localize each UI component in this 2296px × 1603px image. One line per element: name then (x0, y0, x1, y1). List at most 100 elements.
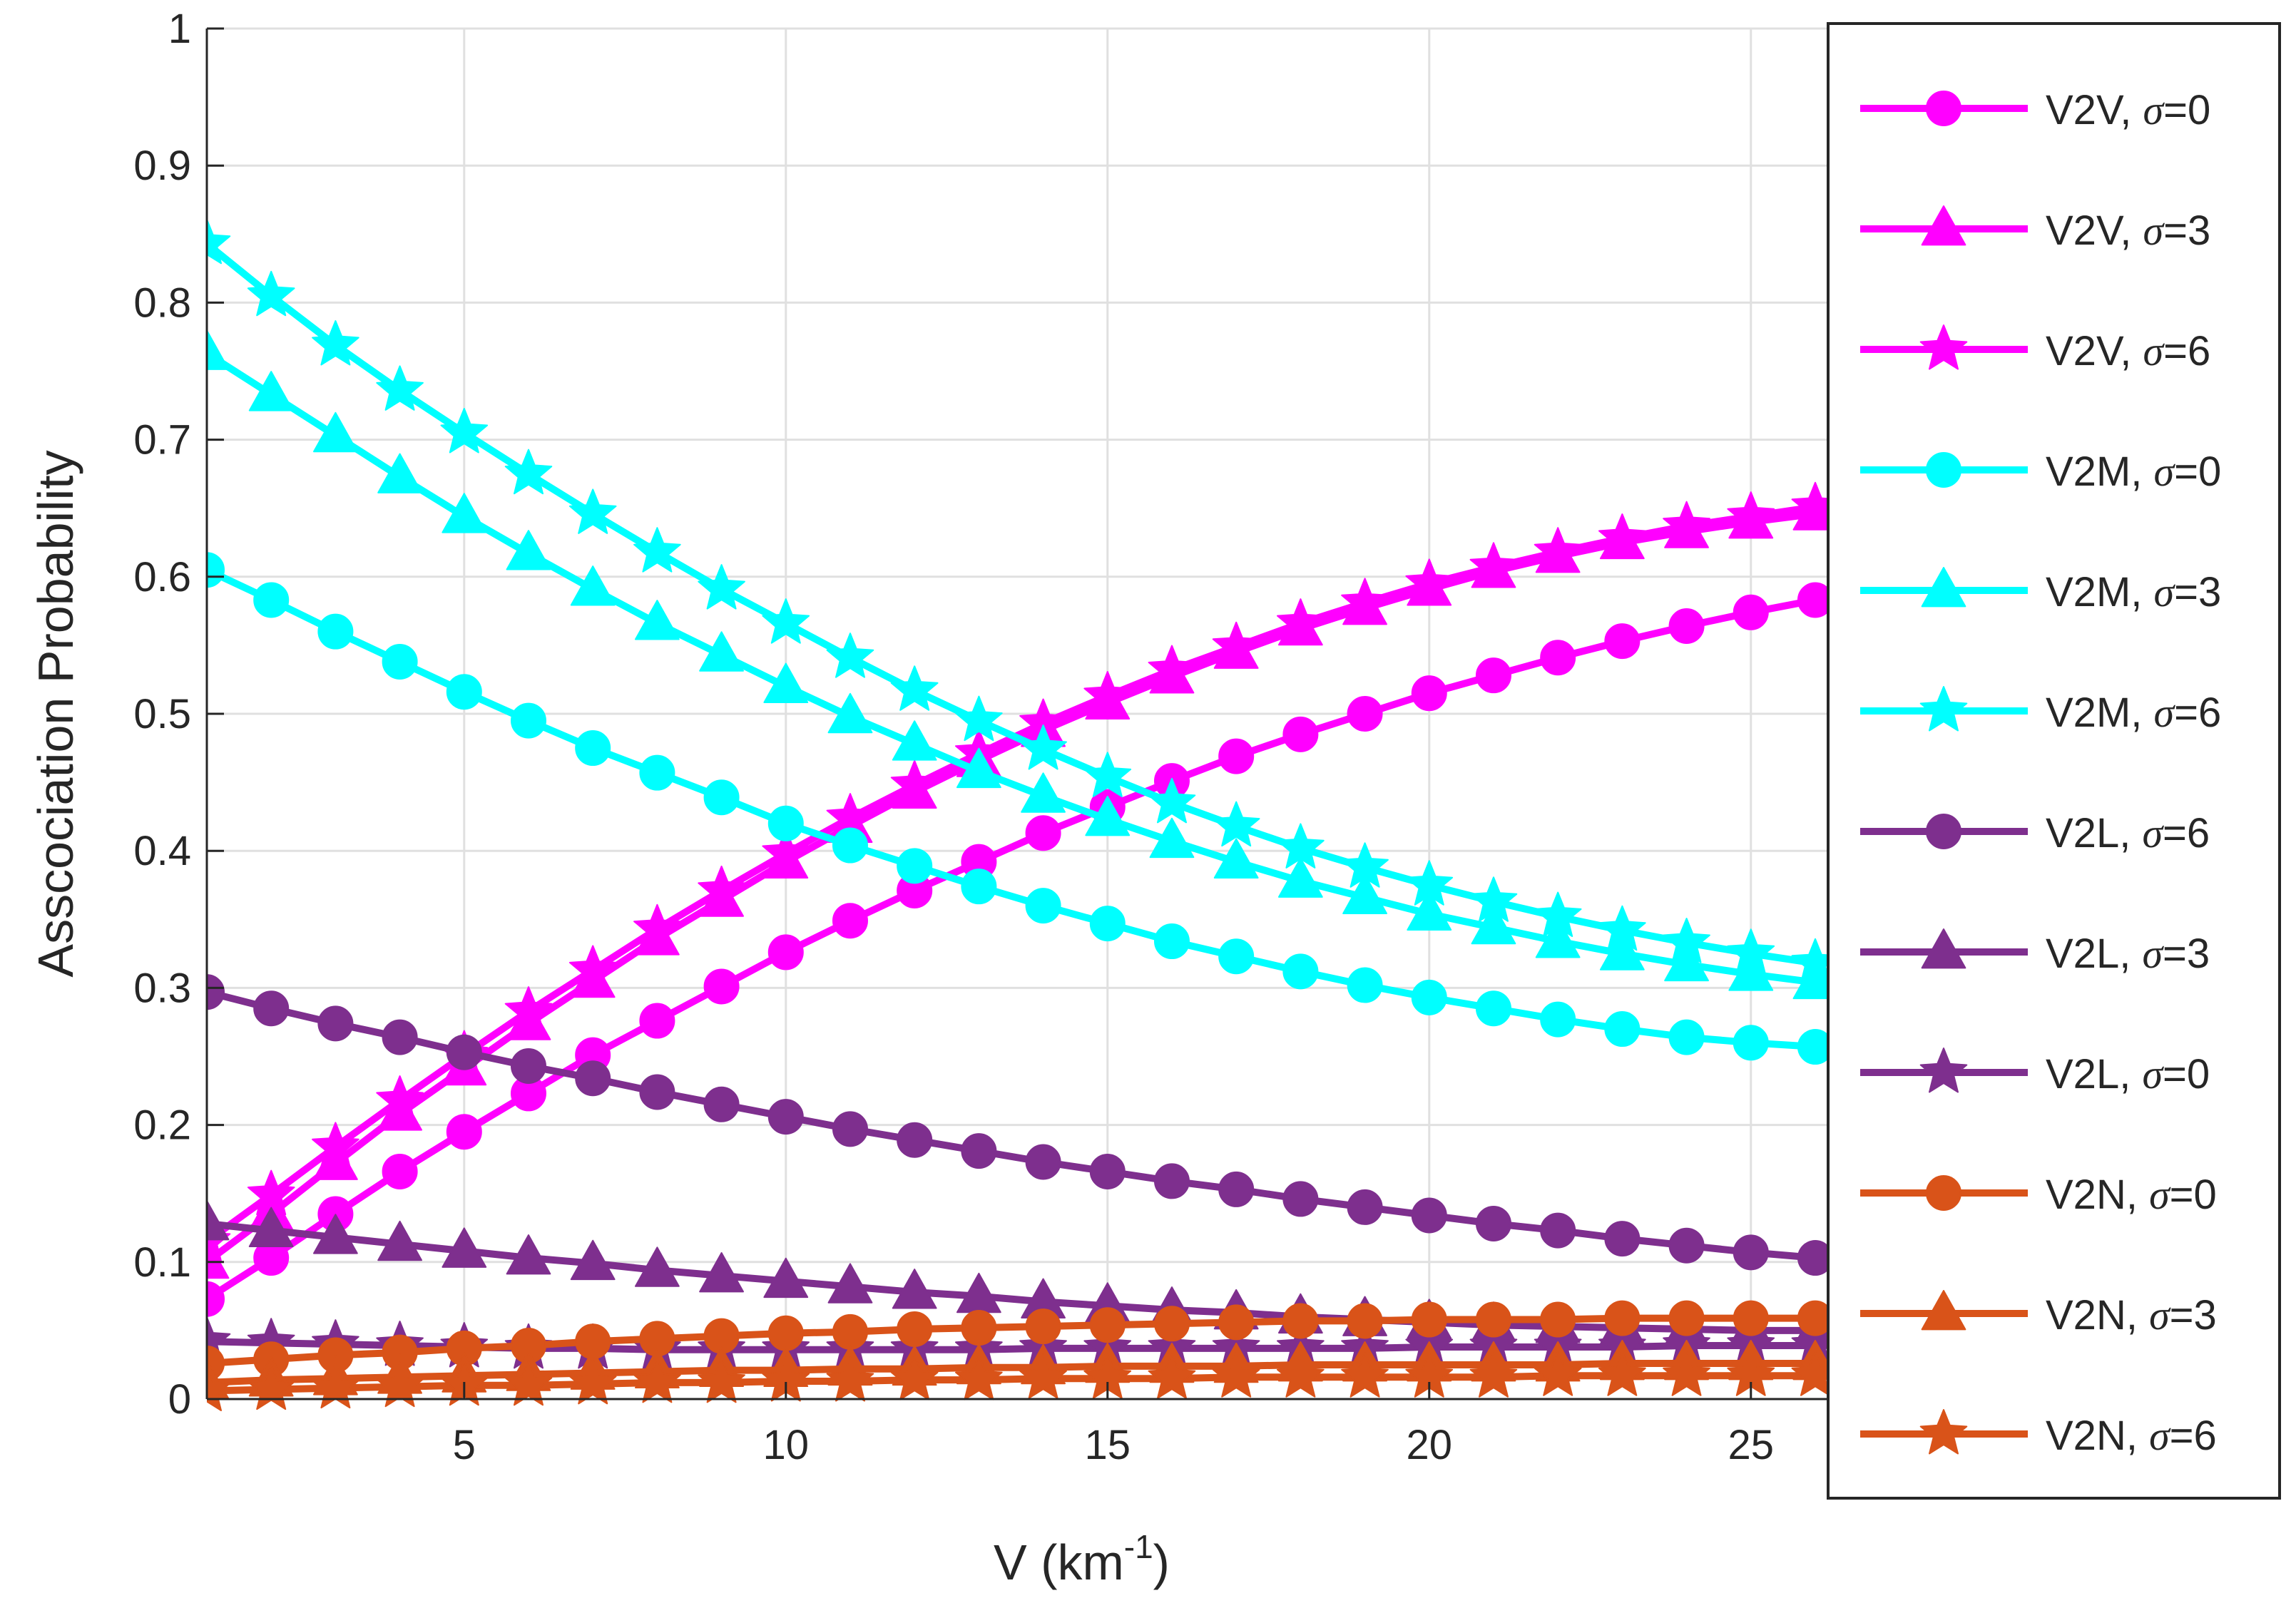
data-point (897, 1122, 933, 1158)
data-point (961, 1133, 997, 1169)
data-point (1282, 953, 1319, 990)
data-point (1277, 823, 1325, 869)
legend-marker-triangle (1921, 567, 1966, 608)
data-point (1411, 1197, 1447, 1234)
data-point (826, 1356, 874, 1402)
legend-label-sigma: σ (2143, 87, 2165, 133)
legend-label: V2L, σ=0 (2046, 1051, 2210, 1097)
y-axis-label: Asscociation Probability (28, 450, 83, 977)
legend-label: V2L, σ=3 (2046, 931, 2210, 977)
data-point (1471, 903, 1516, 945)
data-point (1218, 938, 1255, 975)
data-point (506, 530, 551, 570)
data-point (1534, 891, 1582, 937)
series-v2v-sigma-6 (207, 481, 1828, 1262)
legend-label-sigma: σ (2143, 328, 2165, 374)
legend-label: V2L, σ=6 (2046, 810, 2210, 856)
data-point (312, 1122, 359, 1167)
data-point (1668, 608, 1705, 644)
data-point (510, 702, 546, 739)
data-point (633, 903, 681, 950)
legend-label-value: =3 (2170, 1292, 2217, 1338)
legend-item: V2N, σ=3 (1860, 1290, 2217, 1338)
legend-item: V2V, σ=0 (1860, 87, 2210, 133)
series-line (207, 350, 1816, 986)
data-point (1668, 1300, 1705, 1336)
data-point (1089, 1307, 1126, 1343)
data-point (446, 674, 482, 710)
data-point (253, 990, 290, 1027)
data-point (312, 320, 359, 366)
data-point (1598, 1351, 1646, 1396)
y-tick-label: 1 (168, 6, 191, 52)
data-point (1212, 621, 1260, 667)
data-point (1021, 772, 1066, 813)
data-point (703, 968, 740, 1005)
y-tick-label: 0.7 (133, 417, 191, 464)
legend-label-sigma: σ (2149, 1172, 2171, 1218)
data-point (1535, 918, 1581, 958)
data-point (568, 488, 617, 534)
data-point (1540, 640, 1576, 676)
data-point (634, 600, 680, 640)
data-point (1604, 1221, 1641, 1257)
data-point (247, 270, 295, 317)
data-point (1540, 1212, 1576, 1249)
legend-label-value: =0 (2170, 1172, 2217, 1218)
data-point (956, 747, 1001, 789)
data-point (247, 1169, 295, 1216)
data-point (698, 1357, 745, 1403)
legend-label-value: =6 (2163, 328, 2210, 374)
data-point (1534, 527, 1582, 573)
data-point (1540, 1301, 1576, 1338)
series-v2v-sigma-0 (207, 582, 1828, 1317)
y-tick-label: 0.6 (133, 554, 191, 600)
data-point (1407, 890, 1452, 931)
data-point (440, 408, 489, 454)
y-tick-label: 0.4 (133, 828, 191, 874)
data-point (827, 692, 873, 734)
data-point (207, 1281, 225, 1317)
legend-label-sigma: σ (2143, 208, 2165, 254)
data-point (1019, 724, 1067, 770)
data-point (1019, 1353, 1067, 1399)
data-point (1282, 1303, 1319, 1339)
axes: 00.10.20.30.40.50.60.70.80.915 10 15 20 25As… (28, 6, 1828, 1590)
legend-label: V2V, σ=3 (2046, 208, 2210, 254)
x-tick-label: 5 (453, 1422, 476, 1468)
data-point (570, 1239, 616, 1281)
data-point (1411, 1301, 1447, 1338)
data-point (1277, 857, 1323, 898)
data-point (312, 411, 358, 453)
data-point (897, 1311, 933, 1347)
data-point (832, 1111, 868, 1147)
legend-item: V2M, σ=6 (1860, 686, 2221, 736)
legend-label-value: =0 (2174, 449, 2221, 495)
data-point (767, 934, 804, 970)
series-v2l-sigma-6 (207, 974, 1828, 1276)
data-point (1277, 598, 1325, 644)
data-point (1025, 888, 1061, 924)
legend-label: V2N, σ=3 (2046, 1292, 2217, 1338)
data-point (827, 1263, 873, 1304)
legend-label-name: V2N, (2046, 1292, 2149, 1338)
data-point (1025, 1308, 1061, 1345)
legend-label-name: V2V, (2046, 328, 2143, 374)
data-point (639, 1003, 675, 1039)
data-point (504, 986, 553, 1032)
data-point (1663, 1351, 1710, 1396)
data-point (1089, 1153, 1126, 1189)
data-point (207, 552, 225, 588)
data-point (568, 1358, 617, 1405)
data-point (1791, 1351, 1828, 1396)
data-point (1475, 1205, 1511, 1241)
legend-item: V2V, σ=6 (1860, 324, 2210, 374)
data-point (1347, 967, 1383, 1003)
data-point (1733, 1300, 1769, 1336)
legend-marker-triangle (1921, 928, 1966, 969)
x-axis-label-superscript: -1 (1124, 1528, 1153, 1565)
series-line (207, 510, 1816, 1265)
data-point (698, 865, 745, 911)
y-tick-label: 0.3 (133, 965, 191, 1011)
